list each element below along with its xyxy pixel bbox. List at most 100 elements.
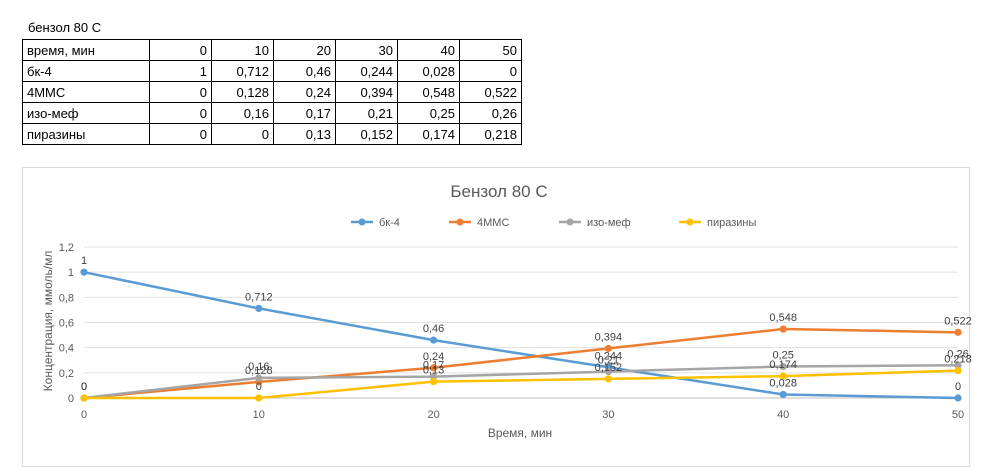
table-cell[interactable]: бк-4 (22, 60, 150, 82)
legend-marker (686, 218, 694, 226)
legend-label: пиразины (707, 217, 756, 229)
data-point (604, 375, 613, 383)
table-row: 4ММС 0 0,128 0,24 0,394 0,548 0,522 (22, 81, 522, 103)
table-cell[interactable]: 0,13 (273, 123, 336, 145)
data-point (604, 344, 613, 353)
data-point (779, 390, 787, 399)
data-label: 0 (81, 381, 87, 393)
table-cell[interactable]: 0,24 (273, 81, 336, 103)
data-label: 0,218 (944, 354, 972, 366)
data-point (779, 325, 787, 333)
legend-marker (358, 218, 366, 226)
data-label: 1 (81, 255, 87, 267)
chart-data-labels: 1 0,712 0,46 0,244 0,028 0 0 0,128 0,24 0,394 0,54… (81, 255, 972, 393)
table-cell[interactable]: 0,028 (397, 60, 460, 82)
data-label: 0 (256, 381, 262, 393)
chart-legend: бк-4 4ММС изо-меф пиразины (351, 217, 756, 229)
data-label: 0,152 (595, 362, 623, 374)
data-point (604, 367, 613, 376)
data-point (430, 373, 438, 381)
data-label: 0,522 (944, 315, 972, 327)
data-label: 0,028 (769, 377, 797, 389)
data-point (779, 362, 787, 371)
data-label: 0,548 (769, 312, 797, 324)
data-point (954, 328, 962, 336)
table-row: время, мин 0 10 20 30 40 50 (22, 39, 522, 61)
data-label: 0 (81, 381, 87, 393)
legend-marker (456, 218, 464, 226)
table-cell[interactable]: 0,394 (335, 81, 398, 103)
table-cell[interactable]: 0,26 (459, 102, 522, 124)
data-point (954, 361, 962, 369)
x-tick-label: 20 (427, 409, 439, 421)
chart-gridlines (84, 246, 958, 399)
data-label: 0,21 (598, 355, 619, 367)
x-axis-title: Время, мин (488, 426, 552, 440)
y-tick-label: 0,6 (59, 318, 74, 330)
x-axis-ticks: 0 10 20 30 40 50 (81, 409, 964, 421)
x-tick-label: 0 (81, 409, 87, 421)
table-cell[interactable]: 30 (335, 39, 398, 61)
series-line (83, 364, 959, 400)
data-point (80, 394, 88, 402)
data-label: 0,394 (595, 331, 623, 343)
x-tick-label: 10 (253, 409, 265, 421)
table-cell[interactable]: 0,17 (273, 102, 336, 124)
series-line (84, 369, 959, 400)
x-tick-label: 50 (952, 409, 964, 421)
y-axis-title: Концентрация, ммоль/мл (41, 251, 55, 392)
table-cell[interactable]: 0,712 (211, 60, 274, 82)
data-label: 0,17 (423, 360, 444, 372)
sheet-title: бензол 80 С (28, 20, 102, 35)
data-point (430, 364, 438, 372)
table-row: бк-4 1 0,712 0,46 0,244 0,028 0 (22, 60, 522, 82)
data-label: 0,46 (423, 323, 444, 335)
data-label: 0 (955, 381, 961, 393)
table-cell[interactable]: 0,218 (459, 123, 522, 145)
data-label: 0,712 (245, 291, 273, 303)
table-cell[interactable]: 0,244 (335, 60, 398, 82)
y-tick-label: 0,2 (59, 368, 74, 380)
chart-area[interactable] (22, 167, 970, 467)
table-cell[interactable]: пиразины (22, 123, 150, 145)
legend-label: изо-меф (587, 217, 631, 229)
y-axis-ticks: 0 0,2 0,4 0,6 0,8 1 1,2 (59, 242, 74, 405)
data-label: 0,16 (248, 361, 269, 373)
series-line (83, 270, 959, 400)
y-tick-label: 0 (68, 393, 74, 405)
data-point (80, 268, 88, 276)
data-point (954, 394, 962, 402)
x-tick-label: 40 (777, 409, 789, 421)
data-label: 0 (81, 381, 87, 393)
table-cell[interactable]: 0,174 (397, 123, 460, 145)
data-point (255, 304, 263, 313)
series-line (83, 327, 959, 400)
data-point (430, 378, 438, 386)
data-label: 0,174 (769, 359, 797, 371)
data-label: 0,244 (595, 350, 623, 362)
y-tick-label: 1 (68, 267, 74, 279)
table-cell[interactable]: 50 (459, 39, 522, 61)
data-point (255, 394, 263, 402)
data-point (779, 372, 787, 380)
y-tick-label: 1,2 (59, 242, 74, 254)
data-label: 0,26 (947, 348, 968, 360)
data-label: 0,128 (245, 365, 273, 377)
data-table: время, мин 0 10 20 30 40 50 бк-4 1 0,712… (22, 39, 522, 145)
y-tick-label: 0,4 (59, 343, 74, 355)
data-label: 0,24 (423, 351, 444, 363)
data-point (954, 366, 962, 375)
data-label: 0,25 (772, 350, 793, 362)
data-label: 0,13 (423, 365, 444, 377)
legend-label: бк-4 (379, 217, 400, 229)
table-cell[interactable]: 0 (149, 123, 212, 145)
table-row: пиразины 0 0 0,13 0,152 0,174 0,218 (22, 123, 522, 145)
chart-series (80, 268, 962, 402)
data-point (430, 336, 438, 344)
x-tick-label: 30 (602, 409, 614, 421)
legend-marker (566, 218, 574, 226)
table-cell[interactable]: 0 (211, 123, 274, 145)
data-point (255, 374, 263, 382)
chart-title: Бензол 80 С (450, 182, 547, 201)
